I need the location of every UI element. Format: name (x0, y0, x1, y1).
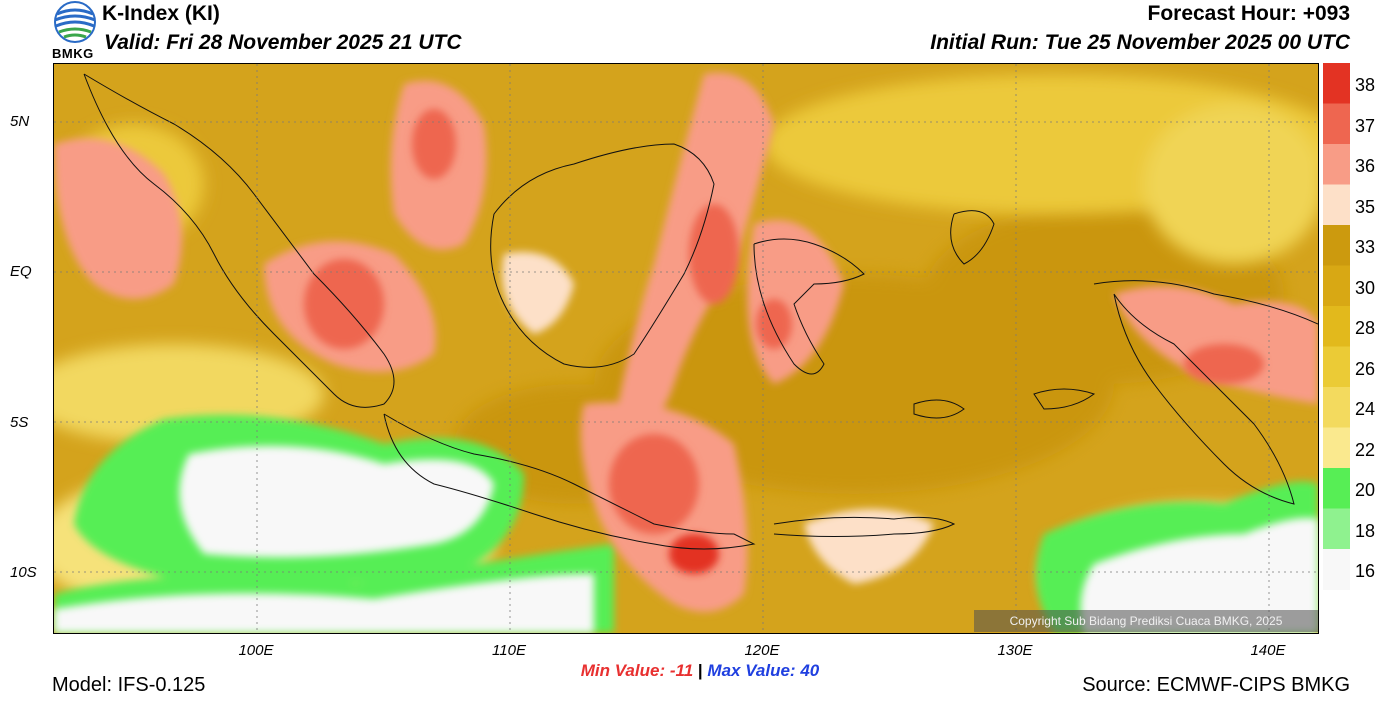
lon-label-140e: 140E (1250, 642, 1286, 659)
lon-label-110e: 110E (492, 642, 526, 659)
colorbar-label: 36 (1355, 156, 1376, 176)
forecast-hour: Forecast Hour: +093 (1147, 2, 1351, 25)
max-value: 40 (800, 661, 820, 680)
colorbar-swatches (1323, 63, 1350, 590)
colorbar-swatch (1323, 265, 1350, 307)
colorbar-label: 18 (1355, 521, 1376, 541)
bmkg-logo-icon (54, 1, 96, 43)
min-value: -11 (669, 661, 694, 680)
valid-time: Valid: Fri 28 November 2025 21 UTC (104, 31, 462, 54)
colorbar-swatch (1323, 306, 1350, 347)
map-canvas (54, 64, 1318, 633)
copyright-notice: Copyright Sub Bidang Prediksi Cuaca BMKG… (974, 610, 1318, 632)
min-max-values: Min Value: -11 | Max Value: 40 (530, 661, 870, 681)
lon-label-100e: 100E (238, 642, 274, 659)
lat-label-5s: 5S (10, 414, 29, 431)
very-high-value-regions (304, 109, 1264, 574)
colorbar-label: 26 (1355, 359, 1376, 379)
min-max-separator: | (697, 661, 703, 680)
k-index-map[interactable] (53, 63, 1319, 634)
lat-label-10s: 10S (10, 564, 37, 581)
lat-lon-grid (54, 64, 1318, 633)
colorbar-label: 35 (1355, 197, 1376, 217)
colorbar-label: 28 (1355, 318, 1376, 338)
colorbar-label: 38 (1355, 75, 1376, 95)
colorbar-swatch (1323, 508, 1350, 550)
colorbar-swatch (1323, 427, 1350, 469)
chart-title: K-Index (KI) (102, 2, 220, 25)
colorbar-swatch (1323, 346, 1350, 388)
colorbar-label: 22 (1355, 440, 1376, 460)
lon-label-130e: 130E (997, 642, 1033, 659)
lat-label-5n: 5N (10, 113, 30, 130)
colorbar-swatch (1323, 144, 1350, 185)
colorbar-swatch (1323, 184, 1350, 226)
colorbar-label: 30 (1355, 278, 1376, 298)
lat-label-eq: EQ (10, 263, 32, 280)
colorbar-swatch (1323, 549, 1350, 590)
colorbar-label: 24 (1355, 399, 1376, 419)
colorbar-label: 16 (1355, 561, 1376, 581)
very-low-regions (54, 446, 1318, 633)
colorbar-label: 20 (1355, 480, 1376, 500)
colorbar-swatch (1323, 468, 1350, 509)
bmkg-logo (50, 0, 100, 60)
source-info: Source: ECMWF-CIPS BMKG (1082, 674, 1350, 696)
colorbar-label: 37 (1355, 116, 1376, 136)
colorbar-swatch (1323, 387, 1350, 428)
initial-run: Initial Run: Tue 25 November 2025 00 UTC (930, 31, 1350, 54)
colorbar-label: 33 (1355, 237, 1376, 257)
lon-label-120e: 120E (744, 642, 780, 659)
colorbar (1323, 63, 1350, 632)
logo-text: BMKG (52, 46, 94, 61)
colorbar-swatch (1323, 63, 1350, 104)
max-label: Max Value: (707, 661, 796, 680)
min-label: Min Value: (580, 661, 666, 680)
model-info: Model: IFS-0.125 (52, 674, 206, 696)
coastlines (83, 73, 1318, 550)
colorbar-swatch (1323, 103, 1350, 145)
colorbar-swatch (1323, 225, 1350, 266)
